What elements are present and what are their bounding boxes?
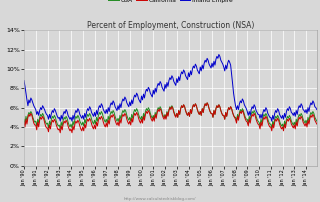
California (289, 123, 293, 125)
Inland Empire (271, 114, 275, 117)
California (23, 126, 27, 128)
Line: Inland Empire: Inland Empire (24, 55, 317, 121)
Title: Percent of Employment, Construction (NSA): Percent of Employment, Construction (NSA… (87, 21, 254, 29)
USA (58, 128, 62, 130)
California (22, 121, 26, 123)
Inland Empire (315, 108, 319, 111)
California (315, 123, 319, 125)
USA (271, 120, 275, 122)
Text: http://www.calculatedriskblog.com/: http://www.calculatedriskblog.com/ (124, 197, 196, 201)
California (197, 113, 201, 116)
Inland Empire (58, 120, 62, 122)
Line: USA: USA (24, 103, 317, 129)
California (202, 105, 206, 108)
Inland Empire (289, 111, 293, 114)
Inland Empire (202, 62, 206, 64)
Legend: USA, California, Inland Empire: USA, California, Inland Empire (106, 0, 235, 5)
USA (202, 105, 206, 108)
USA (23, 123, 27, 125)
California (196, 111, 200, 114)
USA (289, 120, 293, 122)
USA (315, 120, 319, 122)
USA (197, 113, 201, 116)
Inland Empire (217, 53, 221, 56)
Inland Empire (196, 71, 200, 73)
USA (205, 102, 209, 104)
Inland Empire (197, 73, 201, 75)
California (58, 132, 62, 134)
Inland Empire (22, 79, 26, 82)
Line: California: California (24, 103, 317, 133)
California (205, 102, 209, 104)
Inland Empire (23, 85, 27, 88)
California (271, 123, 275, 125)
USA (196, 111, 200, 114)
USA (22, 118, 26, 120)
